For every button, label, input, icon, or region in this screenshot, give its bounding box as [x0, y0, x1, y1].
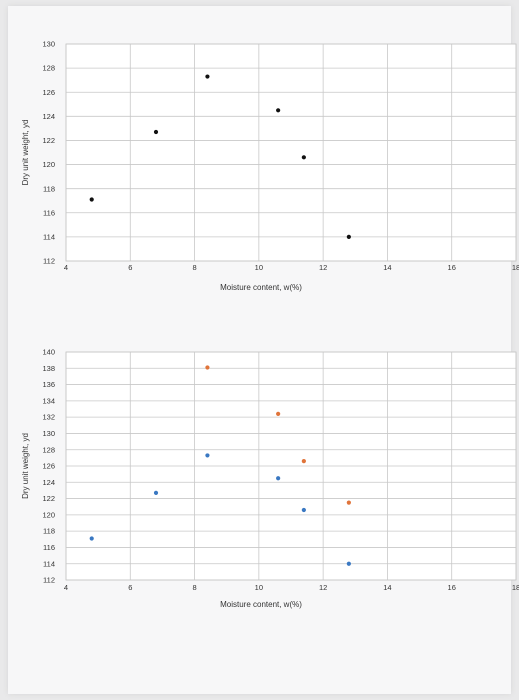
plot-frame — [65, 43, 517, 262]
y-tick-label: 120 — [42, 510, 55, 519]
x-tick-label: 16 — [448, 583, 456, 592]
data-point — [205, 453, 210, 458]
y-tick-label: 122 — [42, 494, 55, 503]
y-tick-label: 112 — [43, 576, 55, 585]
x-tick-label: 18 — [512, 263, 519, 272]
x-tick-label: 16 — [448, 263, 456, 272]
y-tick-label: 116 — [43, 208, 55, 217]
x-tick-label: 14 — [383, 263, 391, 272]
y-tick-label: 138 — [42, 364, 55, 373]
x-tick-label: 10 — [255, 583, 263, 592]
series-2 — [205, 365, 351, 505]
data-point — [276, 476, 281, 481]
y-tick-label: 128 — [42, 445, 55, 454]
y-tick-label: 140 — [42, 348, 55, 357]
series-1 — [89, 74, 351, 239]
y-tick-label: 120 — [42, 160, 55, 169]
y-tick-label: 126 — [42, 88, 55, 97]
data-point — [301, 507, 306, 513]
plot-area: 1121141161181201221241261281301321341361… — [21, 348, 519, 609]
y-tick-label: 124 — [42, 478, 55, 487]
y-tick-label: 134 — [42, 396, 55, 405]
y-tick-label: 122 — [42, 136, 55, 145]
data-point — [205, 365, 210, 370]
data-point — [89, 197, 94, 202]
y-tick-label: 130 — [42, 40, 55, 49]
x-tick-label: 18 — [512, 583, 519, 592]
chart-1: 112 114 116 118 120 122 124 126 128 130 4 6 8 10 12 14 1… — [21, 40, 519, 292]
data-point — [276, 411, 281, 416]
data-point — [153, 490, 159, 495]
data-point — [153, 129, 159, 135]
data-point — [276, 108, 281, 113]
y-tick-label: 126 — [42, 462, 55, 471]
x-axis-title: Moisture content, w(%) — [220, 283, 302, 292]
x-tick-label: 6 — [128, 263, 132, 272]
x-tick-label: 14 — [383, 583, 391, 592]
y-tick-label: 136 — [42, 380, 55, 389]
data-point — [346, 234, 351, 239]
y-tick-label: 130 — [42, 429, 55, 438]
data-point — [301, 459, 306, 464]
x-tick-label: 4 — [64, 583, 68, 592]
data-point — [301, 155, 306, 160]
data-point — [346, 500, 351, 505]
y-tick-label: 124 — [42, 112, 55, 121]
y-tick-label: 118 — [43, 527, 55, 536]
data-point — [89, 536, 94, 541]
y-tick-label: 114 — [43, 559, 55, 568]
y-tick-label: 118 — [43, 184, 55, 193]
data-point — [346, 561, 351, 566]
y-axis-title: Dry unit weight, yd — [21, 433, 30, 499]
x-tick-label: 6 — [128, 583, 132, 592]
x-tick-label: 4 — [64, 263, 68, 272]
x-tick-label: 10 — [255, 263, 263, 272]
y-tick-label: 112 — [43, 257, 55, 266]
x-tick-label: 12 — [319, 263, 327, 272]
y-axis-title: Dry unit weight, yd — [21, 120, 30, 186]
y-tick-label: 132 — [42, 413, 55, 422]
x-axis-title: Moisture content, w(%) — [220, 600, 302, 609]
data-point — [205, 74, 210, 79]
plot-area: 112 114 116 118 120 122 124 126 128 130 4 6 8 10 12 14 1… — [21, 40, 519, 292]
x-tick-label: 12 — [319, 583, 327, 592]
x-tick-label: 8 — [192, 583, 196, 592]
x-tick-label: 8 — [192, 263, 196, 272]
y-tick-label: 128 — [42, 64, 55, 73]
y-tick-label: 114 — [43, 232, 55, 241]
series-1 — [89, 453, 351, 566]
y-tick-label: 116 — [43, 543, 55, 552]
